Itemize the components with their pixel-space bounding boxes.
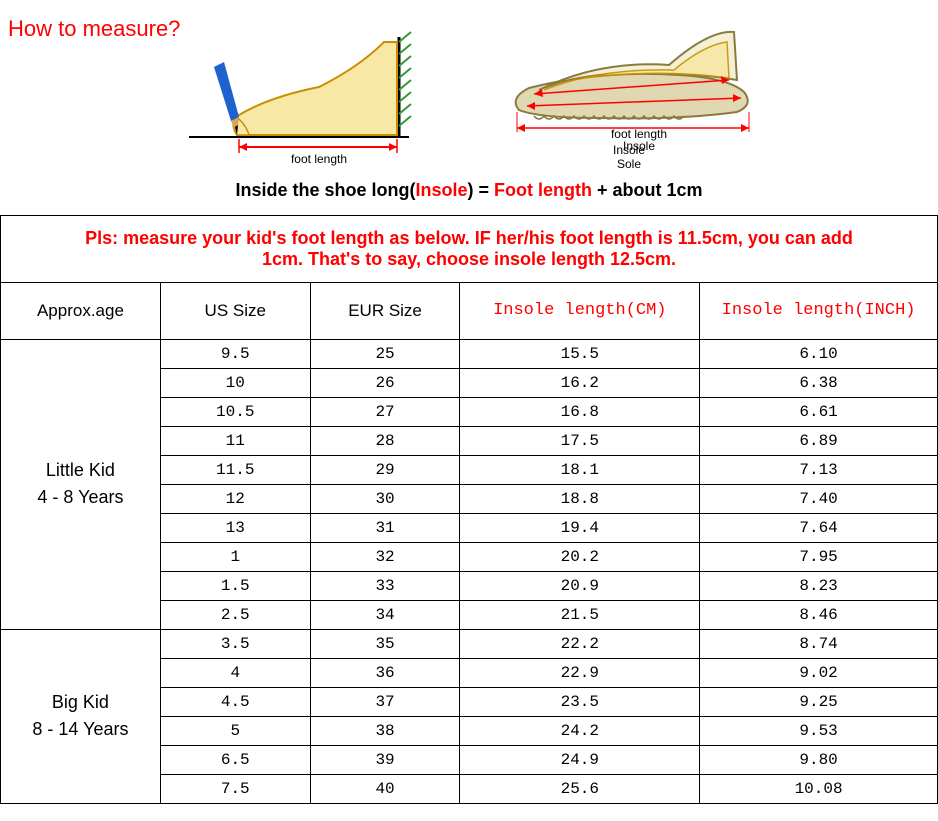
shoe-diagram: foot length Insole foot length Insole So… <box>479 20 779 172</box>
cell-cm: 22.2 <box>460 629 700 658</box>
formula-suffix: + about 1cm <box>592 180 703 200</box>
cell-cm: 18.1 <box>460 455 700 484</box>
cell-cm: 22.9 <box>460 658 700 687</box>
cell-inch: 6.89 <box>700 426 938 455</box>
cell-cm: 23.5 <box>460 687 700 716</box>
h-age: Approx.age <box>1 282 161 339</box>
cell-eur: 36 <box>310 658 460 687</box>
cell-eur: 26 <box>310 368 460 397</box>
formula-insole: Insole <box>415 180 467 200</box>
cell-us: 11.5 <box>160 455 310 484</box>
cell-us: 5 <box>160 716 310 745</box>
cell-inch: 7.64 <box>700 513 938 542</box>
cell-inch: 6.10 <box>700 339 938 368</box>
cell-us: 1 <box>160 542 310 571</box>
cell-eur: 38 <box>310 716 460 745</box>
foot-diagram: foot length <box>159 27 419 172</box>
cell-eur: 37 <box>310 687 460 716</box>
cell-eur: 31 <box>310 513 460 542</box>
cell-eur: 27 <box>310 397 460 426</box>
cell-eur: 25 <box>310 339 460 368</box>
h-inch: Insole length(INCH) <box>700 282 938 339</box>
cell-cm: 20.2 <box>460 542 700 571</box>
h-eur: EUR Size <box>310 282 460 339</box>
table-row: Little Kid4 - 8 Years9.52515.56.10 <box>1 339 938 368</box>
cell-inch: 6.61 <box>700 397 938 426</box>
h-us: US Size <box>160 282 310 339</box>
cell-cm: 15.5 <box>460 339 700 368</box>
cell-cm: 18.8 <box>460 484 700 513</box>
cell-us: 13 <box>160 513 310 542</box>
cell-us: 7.5 <box>160 774 310 803</box>
cell-us: 4.5 <box>160 687 310 716</box>
cell-cm: 25.6 <box>460 774 700 803</box>
cell-us: 11 <box>160 426 310 455</box>
age-cell: Little Kid4 - 8 Years <box>1 339 161 629</box>
cell-eur: 29 <box>310 455 460 484</box>
cell-inch: 7.40 <box>700 484 938 513</box>
instr-r2: insole length 12.5cm. <box>494 249 676 269</box>
age-cell: Big Kid8 - 14 Years <box>1 629 161 803</box>
cell-inch: 9.02 <box>700 658 938 687</box>
cell-inch: 7.95 <box>700 542 938 571</box>
cell-us: 2.5 <box>160 600 310 629</box>
cell-cm: 16.2 <box>460 368 700 397</box>
page-container: How to measure? <box>0 0 938 804</box>
cell-inch: 9.53 <box>700 716 938 745</box>
cell-eur: 33 <box>310 571 460 600</box>
cell-eur: 35 <box>310 629 460 658</box>
cell-inch: 6.38 <box>700 368 938 397</box>
formula-prefix: Inside the shoe long( <box>235 180 415 200</box>
cell-inch: 8.23 <box>700 571 938 600</box>
diagram-area: How to measure? <box>0 0 938 215</box>
header-row: Approx.age US Size EUR Size Insole lengt… <box>1 282 938 339</box>
cell-us: 9.5 <box>160 339 310 368</box>
formula-mid: ) = <box>468 180 495 200</box>
instr-p1: Pls: measure your kid's foot length as b… <box>85 228 560 248</box>
cell-us: 10 <box>160 368 310 397</box>
cell-eur: 40 <box>310 774 460 803</box>
cell-inch: 7.13 <box>700 455 938 484</box>
formula: Inside the shoe long(Insole) = Foot leng… <box>0 176 938 209</box>
cell-cm: 16.8 <box>460 397 700 426</box>
cell-us: 4 <box>160 658 310 687</box>
cell-us: 12 <box>160 484 310 513</box>
cell-cm: 24.2 <box>460 716 700 745</box>
cell-inch: 8.46 <box>700 600 938 629</box>
cell-cm: 17.5 <box>460 426 700 455</box>
cell-us: 10.5 <box>160 397 310 426</box>
table-body: Little Kid4 - 8 Years9.52515.56.10102616… <box>1 339 938 803</box>
cell-inch: 8.74 <box>700 629 938 658</box>
cell-cm: 24.9 <box>460 745 700 774</box>
cell-inch: 10.08 <box>700 774 938 803</box>
cell-inch: 9.80 <box>700 745 938 774</box>
foot-svg: foot length <box>159 27 419 167</box>
cell-eur: 34 <box>310 600 460 629</box>
size-table: Approx.age US Size EUR Size Insole lengt… <box>0 282 938 804</box>
formula-footlen: Foot length <box>494 180 592 200</box>
cell-eur: 30 <box>310 484 460 513</box>
cell-inch: 9.25 <box>700 687 938 716</box>
instruction: Pls: measure your kid's foot length as b… <box>0 215 938 282</box>
cell-us: 6.5 <box>160 745 310 774</box>
title: How to measure? <box>8 16 180 42</box>
shoe-svg: foot length Insole <box>479 20 779 160</box>
cell-cm: 20.9 <box>460 571 700 600</box>
cell-eur: 32 <box>310 542 460 571</box>
instr-r1: foot length is 11.5cm, <box>560 228 743 248</box>
h-cm: Insole length(CM) <box>460 282 700 339</box>
table-row: Big Kid8 - 14 Years3.53522.28.74 <box>1 629 938 658</box>
cell-us: 3.5 <box>160 629 310 658</box>
cell-cm: 19.4 <box>460 513 700 542</box>
foot-length-label: foot length <box>291 152 347 166</box>
cell-us: 1.5 <box>160 571 310 600</box>
cell-eur: 28 <box>310 426 460 455</box>
cell-eur: 39 <box>310 745 460 774</box>
cell-cm: 21.5 <box>460 600 700 629</box>
